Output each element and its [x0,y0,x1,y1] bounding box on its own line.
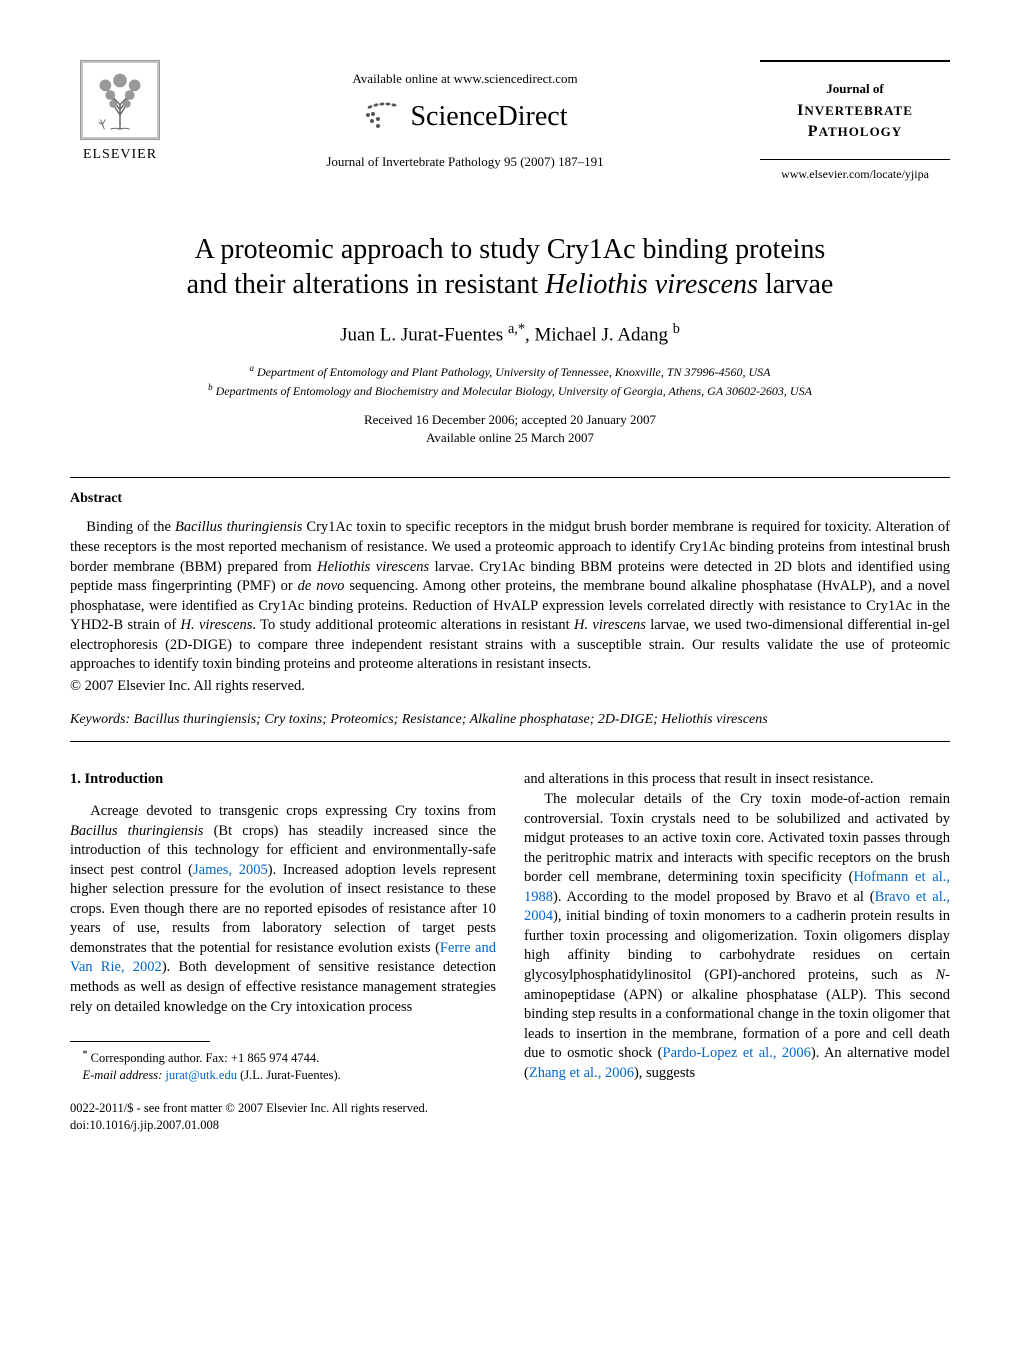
intro-heading: 1. Introduction [70,770,496,790]
article-title: A proteomic approach to study Cry1Ac bin… [70,232,950,302]
article-dates: Received 16 December 2006; accepted 20 J… [70,411,950,446]
journal-url[interactable]: www.elsevier.com/locate/yjipa [760,159,950,182]
email-link[interactable]: jurat@utk.edu [165,1068,237,1082]
author-1-affil: a,* [508,321,525,337]
title-line-2: and their alterations in resistant Helio… [187,269,834,300]
ref-zhang-2006[interactable]: Zhang et al., 2006 [529,1065,634,1081]
footnote-email: E-mail address: jurat@utk.edu (J.L. Jura… [70,1067,496,1084]
affiliation-b: b Departments of Entomology and Biochemi… [70,381,950,400]
author-1: Juan L. Jurat-Fuentes [340,324,508,345]
title-line-1: A proteomic approach to study Cry1Ac bin… [195,234,826,265]
front-matter: 0022-2011/$ - see front matter © 2007 El… [70,1100,496,1117]
column-left: 1. Introduction Acreage devoted to trans… [70,770,496,1133]
available-online: Available online at www.sciencedirect.co… [170,70,760,88]
author-2: , Michael J. Adang [525,324,673,345]
intro-para-1-cont: and alterations in this process that res… [524,770,950,790]
elsevier-logo: ELSEVIER [70,60,170,170]
header-row: ELSEVIER Available online at www.science… [70,60,950,182]
column-right: and alterations in this process that res… [524,770,950,1133]
rule-top [70,477,950,478]
sciencedirect-logo: ScienceDirect [170,98,760,136]
intro-para-2: The molecular details of the Cry toxin m… [524,790,950,1083]
abstract-heading: Abstract [70,490,950,509]
journal-box: Journal of INVERTEBRATE PATHOLOGY www.el… [760,60,950,182]
journal-name-1: INVERTEBRATE [760,100,950,122]
copyright: © 2007 Elsevier Inc. All rights reserved… [70,677,950,697]
affiliation-a: a Department of Entomology and Plant Pat… [70,362,950,381]
body-columns: 1. Introduction Acreage devoted to trans… [70,770,950,1133]
elsevier-tree-icon [80,60,160,140]
authors: Juan L. Jurat-Fuentes a,*, Michael J. Ad… [70,320,950,348]
journal-of: Journal of [760,80,950,98]
sciencedirect-text: ScienceDirect [410,98,567,136]
date-received: Received 16 December 2006; accepted 20 J… [364,412,656,427]
ref-pardo-2006[interactable]: Pardo-Lopez et al., 2006 [663,1045,811,1061]
keywords-text: Bacillus thuringiensis; Cry toxins; Prot… [130,712,768,727]
footnote-corresponding: * Corresponding author. Fax: +1 865 974 … [70,1048,496,1067]
author-2-affil: b [673,321,680,337]
date-online: Available online 25 March 2007 [426,430,594,445]
elsevier-text: ELSEVIER [83,146,157,165]
sciencedirect-dots-icon [362,101,402,131]
doi: doi:10.1016/j.jip.2007.01.008 [70,1117,496,1134]
journal-reference: Journal of Invertebrate Pathology 95 (20… [170,153,760,171]
intro-para-1: Acreage devoted to transgenic crops expr… [70,802,496,1017]
abstract-text: Binding of the Bacillus thuringiensis Cr… [70,518,950,675]
rule-bottom [70,741,950,742]
keywords: Keywords: Bacillus thuringiensis; Cry to… [70,711,950,730]
header-center: Available online at www.sciencedirect.co… [170,60,760,171]
doi-block: 0022-2011/$ - see front matter © 2007 El… [70,1100,496,1134]
journal-name-2: PATHOLOGY [760,121,950,143]
keywords-label: Keywords: [70,712,130,727]
ref-james-2005[interactable]: James, 2005 [193,862,268,878]
footnote-separator [70,1041,210,1042]
